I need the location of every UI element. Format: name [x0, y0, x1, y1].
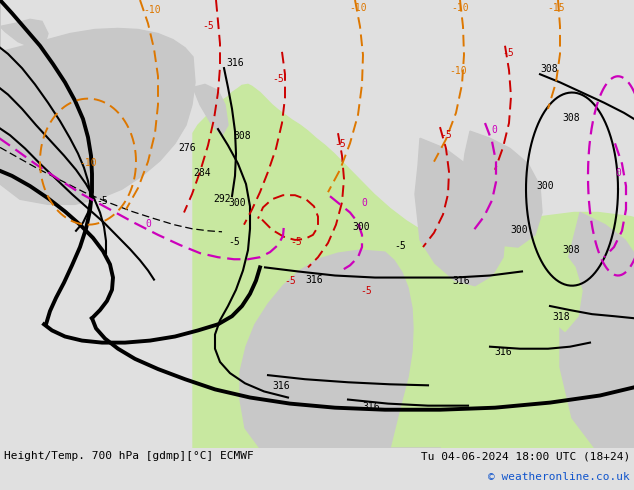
Text: -10: -10: [79, 158, 97, 168]
Polygon shape: [542, 240, 582, 331]
Text: 292: 292: [213, 195, 231, 204]
Polygon shape: [560, 213, 634, 448]
Polygon shape: [193, 84, 634, 448]
Text: 308: 308: [562, 245, 579, 255]
Text: 300: 300: [536, 181, 554, 191]
Text: -10: -10: [449, 66, 467, 76]
Text: 300: 300: [510, 225, 527, 235]
Text: -5: -5: [502, 48, 514, 58]
Text: 316: 316: [226, 58, 243, 68]
Text: © weatheronline.co.uk: © weatheronline.co.uk: [488, 472, 630, 482]
Text: 318: 318: [552, 312, 569, 322]
Text: -5: -5: [202, 22, 214, 31]
Text: 316: 316: [494, 347, 512, 357]
Text: 316: 316: [305, 274, 323, 285]
Text: -5: -5: [394, 241, 406, 251]
Text: 316: 316: [272, 381, 290, 392]
Text: 308: 308: [540, 64, 558, 74]
Text: -5: -5: [228, 237, 240, 247]
Text: -5: -5: [360, 286, 372, 296]
Text: -5: -5: [284, 276, 296, 286]
Text: 308: 308: [233, 131, 250, 141]
Text: -10: -10: [451, 3, 469, 13]
Text: -10: -10: [143, 5, 161, 15]
Text: 316: 316: [452, 276, 470, 286]
Text: -10: -10: [349, 3, 367, 13]
Text: -5: -5: [290, 237, 302, 247]
Text: 0: 0: [361, 198, 367, 208]
Text: 300: 300: [228, 198, 245, 208]
Text: Height/Temp. 700 hPa [gdmp][°C] ECMWF: Height/Temp. 700 hPa [gdmp][°C] ECMWF: [4, 451, 254, 462]
Text: -5: -5: [334, 140, 346, 149]
Text: -5: -5: [96, 196, 108, 206]
Text: Tu 04-06-2024 18:00 UTC (18+24): Tu 04-06-2024 18:00 UTC (18+24): [421, 451, 630, 462]
Text: 284: 284: [193, 168, 210, 178]
Polygon shape: [415, 138, 505, 286]
Text: 308: 308: [562, 113, 579, 123]
Polygon shape: [0, 0, 48, 49]
Text: 300: 300: [352, 222, 370, 232]
Text: -15: -15: [547, 3, 565, 13]
Text: 0: 0: [145, 219, 151, 229]
Polygon shape: [240, 250, 441, 448]
Text: 0: 0: [615, 168, 621, 178]
Text: 316: 316: [362, 402, 380, 412]
Text: -5: -5: [440, 130, 452, 140]
Polygon shape: [0, 0, 195, 204]
Text: 0: 0: [491, 125, 497, 135]
Polygon shape: [193, 84, 228, 135]
Polygon shape: [462, 131, 542, 247]
Text: -5: -5: [272, 74, 284, 84]
Text: 276: 276: [178, 144, 196, 153]
